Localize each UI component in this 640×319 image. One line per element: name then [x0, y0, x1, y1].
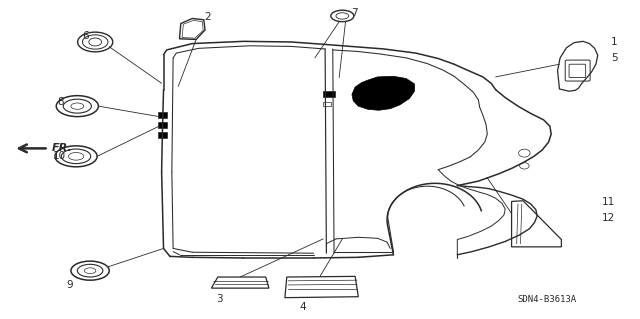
Text: 3: 3 — [216, 294, 223, 304]
Text: 4: 4 — [300, 302, 306, 312]
Bar — [159, 132, 168, 138]
Text: 8: 8 — [57, 97, 63, 107]
Text: FR.: FR. — [52, 143, 72, 153]
Bar — [159, 113, 168, 118]
Text: 12: 12 — [602, 213, 616, 223]
Text: 11: 11 — [602, 197, 616, 207]
Text: 6: 6 — [83, 31, 89, 41]
Text: SDN4-B3613A: SDN4-B3613A — [517, 295, 576, 304]
Text: 7: 7 — [351, 8, 357, 19]
Bar — [323, 91, 335, 97]
Bar — [323, 102, 331, 106]
Text: 1: 1 — [611, 37, 618, 47]
Text: 5: 5 — [611, 53, 618, 63]
Polygon shape — [352, 76, 415, 110]
Text: 9: 9 — [67, 280, 73, 290]
Text: 10: 10 — [53, 151, 66, 161]
Bar — [159, 122, 168, 128]
Text: 2: 2 — [204, 11, 211, 22]
